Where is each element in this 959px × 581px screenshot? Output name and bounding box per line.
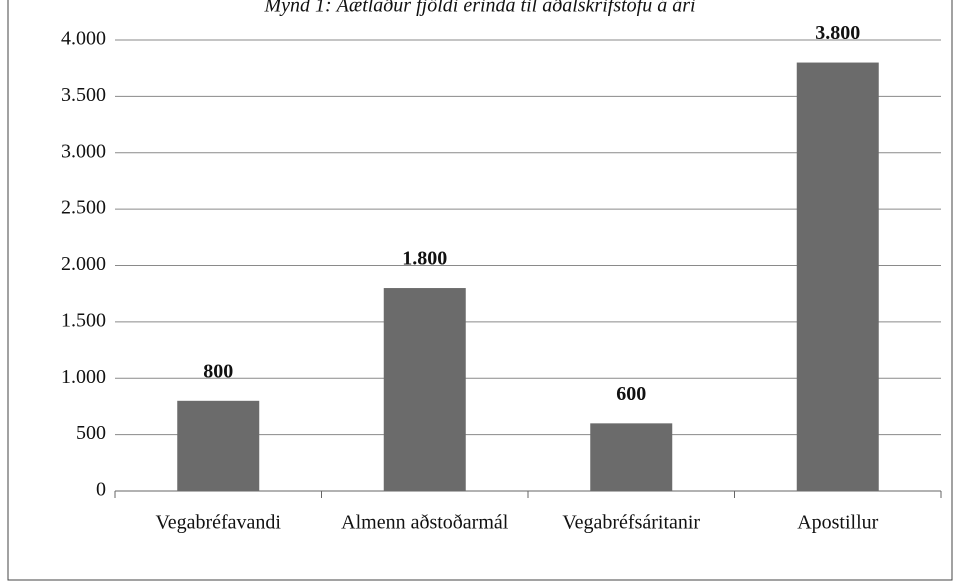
x-tick-label: Vegabréfavandi — [156, 512, 282, 534]
y-tick-label: 2.500 — [61, 197, 106, 219]
y-tick-label: 1.500 — [61, 309, 106, 331]
chart-frame — [7, 0, 953, 581]
y-tick-label: 1.000 — [61, 366, 106, 388]
data-label: 600 — [616, 383, 646, 405]
y-tick-label: 3.000 — [61, 140, 106, 162]
bar — [590, 423, 673, 491]
bar — [796, 62, 879, 492]
data-label: 800 — [203, 360, 233, 382]
y-tick-label: 2.000 — [61, 253, 106, 275]
x-tick-label: Vegabréfsáritanir — [562, 512, 700, 534]
x-tick-label: Apostillur — [797, 512, 878, 534]
y-tick-label: 3.500 — [61, 84, 106, 106]
y-tick-label: 4.000 — [61, 28, 106, 50]
data-label: 3.800 — [815, 22, 860, 44]
data-label: 1.800 — [402, 248, 447, 270]
bar — [383, 288, 466, 491]
y-tick-label: 0 — [96, 479, 106, 501]
x-tick-label: Almenn aðstoðarmál — [341, 512, 509, 534]
bar — [177, 400, 260, 491]
chart-title: Mynd 1: Áætlaður fjöldi erinda til aðals… — [263, 0, 695, 17]
y-tick-label: 500 — [76, 422, 106, 444]
